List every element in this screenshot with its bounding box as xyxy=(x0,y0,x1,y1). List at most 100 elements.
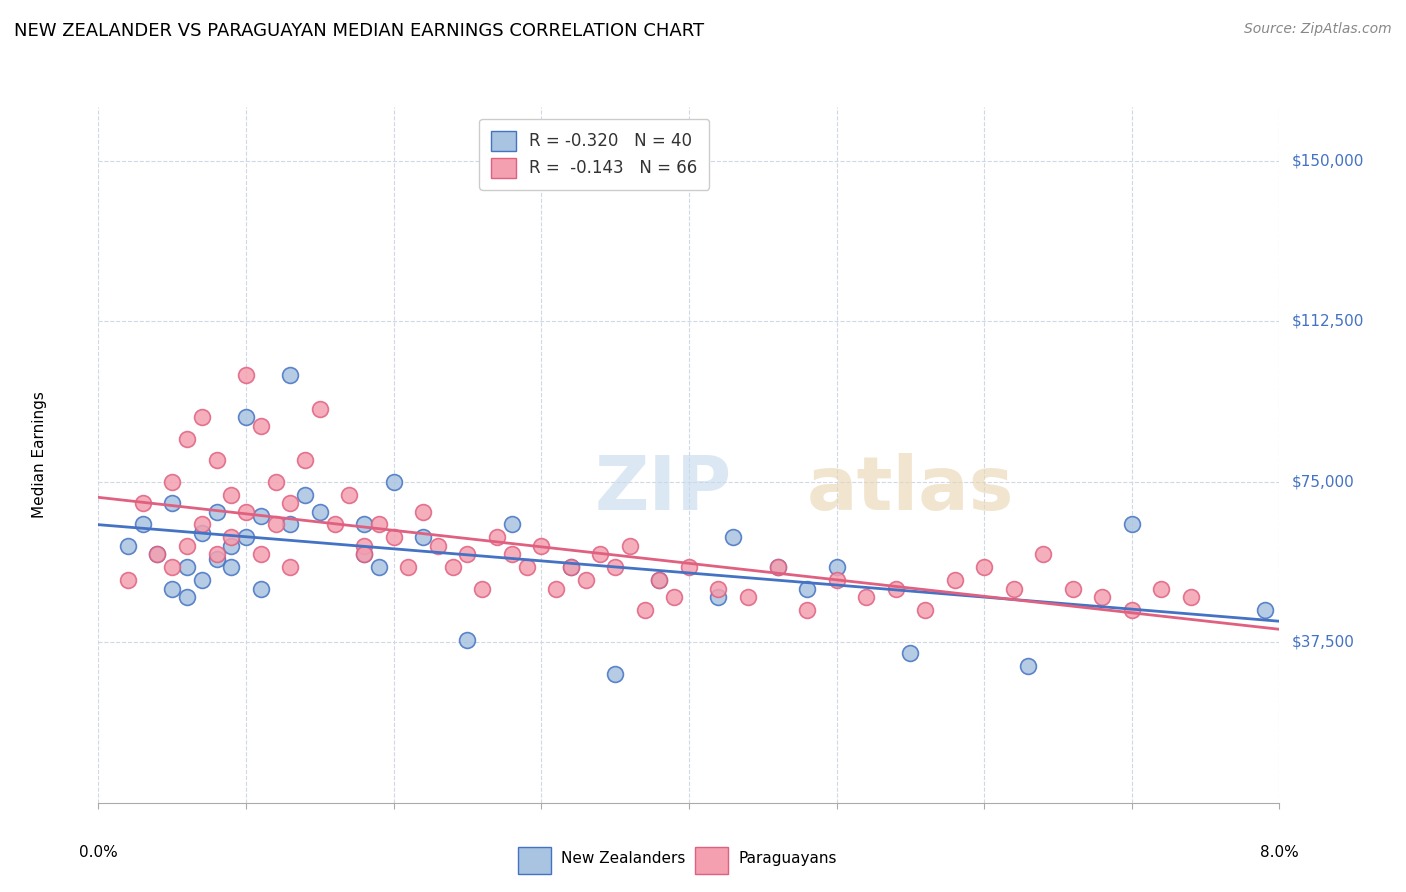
Point xyxy=(294,453,316,467)
Point xyxy=(619,539,641,553)
Text: ZIP: ZIP xyxy=(595,453,731,526)
Point xyxy=(796,603,818,617)
Point xyxy=(205,505,228,519)
Point xyxy=(176,539,198,553)
Text: Median Earnings: Median Earnings xyxy=(32,392,46,518)
Text: 8.0%: 8.0% xyxy=(1260,845,1299,860)
Point xyxy=(219,487,242,501)
Point xyxy=(884,582,907,596)
Point xyxy=(132,496,155,510)
Point xyxy=(574,573,596,587)
Point xyxy=(264,475,287,489)
Point xyxy=(530,539,553,553)
Point xyxy=(264,517,287,532)
Point xyxy=(367,560,389,574)
Point xyxy=(205,551,228,566)
Point xyxy=(117,573,139,587)
Point xyxy=(396,560,419,574)
Text: $37,500: $37,500 xyxy=(1291,635,1354,649)
Point xyxy=(633,603,655,617)
Text: NEW ZEALANDER VS PARAGUAYAN MEDIAN EARNINGS CORRELATION CHART: NEW ZEALANDER VS PARAGUAYAN MEDIAN EARNI… xyxy=(14,22,704,40)
Point xyxy=(412,530,434,544)
Point xyxy=(707,582,730,596)
Point xyxy=(235,410,257,425)
Point xyxy=(855,591,877,605)
Point xyxy=(1032,548,1054,562)
Point xyxy=(367,517,389,532)
Point xyxy=(219,539,242,553)
Point xyxy=(117,539,139,553)
Point xyxy=(648,573,671,587)
Point xyxy=(1062,582,1084,596)
Point xyxy=(205,453,228,467)
Point xyxy=(825,573,848,587)
Point xyxy=(250,508,273,523)
Point xyxy=(191,526,214,541)
Point xyxy=(382,475,405,489)
Point xyxy=(191,573,214,587)
Point xyxy=(766,560,789,574)
Point xyxy=(278,368,301,382)
Text: atlas: atlas xyxy=(807,453,1014,526)
Point xyxy=(1254,603,1277,617)
Point xyxy=(235,505,257,519)
Point xyxy=(250,419,273,434)
Point xyxy=(441,560,464,574)
Point xyxy=(485,530,508,544)
Point xyxy=(501,548,523,562)
Point xyxy=(162,496,183,510)
Point xyxy=(353,517,375,532)
Point xyxy=(456,633,478,648)
Text: 0.0%: 0.0% xyxy=(79,845,118,860)
Point xyxy=(1002,582,1025,596)
Point xyxy=(162,560,183,574)
Point xyxy=(337,487,360,501)
Point xyxy=(1121,517,1143,532)
Point xyxy=(176,560,198,574)
Point xyxy=(796,582,818,596)
Point xyxy=(191,517,214,532)
Point xyxy=(560,560,582,574)
Point xyxy=(1121,603,1143,617)
Text: Paraguayans: Paraguayans xyxy=(738,851,837,866)
Point xyxy=(353,548,375,562)
Point xyxy=(308,505,332,519)
Point xyxy=(323,517,346,532)
Point xyxy=(1017,658,1039,673)
Point xyxy=(678,560,700,574)
Point xyxy=(278,560,301,574)
Point xyxy=(664,591,686,605)
Point xyxy=(162,475,183,489)
Point xyxy=(560,560,582,574)
Point xyxy=(219,530,242,544)
Point xyxy=(294,487,316,501)
Text: $112,500: $112,500 xyxy=(1291,314,1364,328)
FancyBboxPatch shape xyxy=(695,847,728,874)
Point xyxy=(766,560,789,574)
Point xyxy=(250,582,273,596)
Point xyxy=(721,530,744,544)
Point xyxy=(737,591,759,605)
FancyBboxPatch shape xyxy=(517,847,551,874)
Point xyxy=(973,560,995,574)
Point xyxy=(589,548,612,562)
Point xyxy=(544,582,567,596)
Point xyxy=(235,530,257,544)
Point xyxy=(162,582,183,596)
Point xyxy=(146,548,169,562)
Point xyxy=(1091,591,1114,605)
Point xyxy=(353,548,375,562)
Text: $150,000: $150,000 xyxy=(1291,153,1364,168)
Point xyxy=(132,517,155,532)
Text: New Zealanders: New Zealanders xyxy=(561,851,686,866)
Point xyxy=(898,646,921,660)
Point xyxy=(382,530,405,544)
Point xyxy=(707,591,730,605)
Point xyxy=(605,560,627,574)
Point xyxy=(1180,591,1202,605)
Point xyxy=(914,603,936,617)
Point xyxy=(426,539,449,553)
Point xyxy=(1150,582,1173,596)
Point xyxy=(412,505,434,519)
Legend: R = -0.320   N = 40, R =  -0.143   N = 66: R = -0.320 N = 40, R = -0.143 N = 66 xyxy=(479,119,710,189)
